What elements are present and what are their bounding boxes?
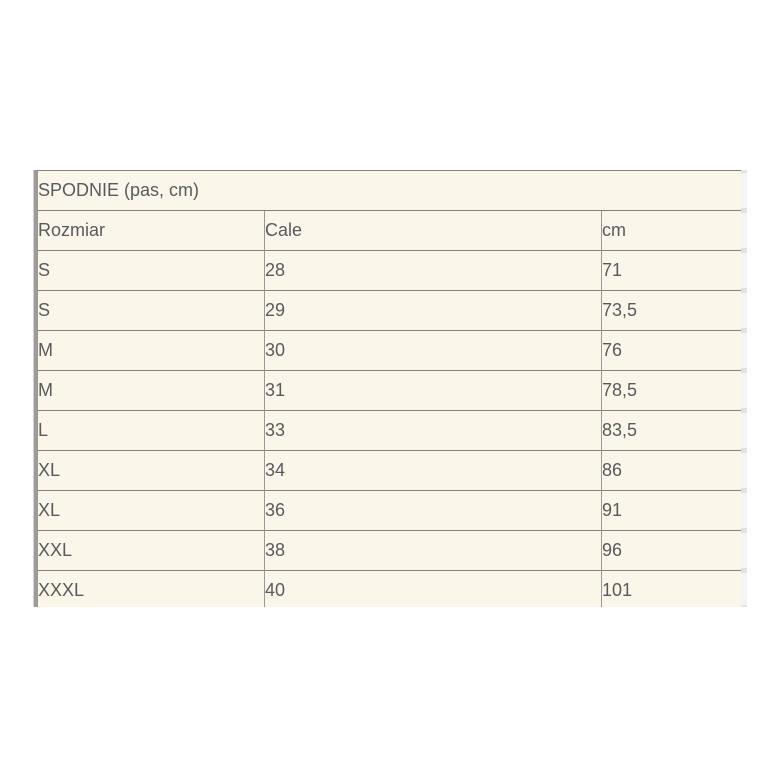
row-cell-cale: 34: [264, 450, 602, 491]
row-cell-rozmiar: M: [37, 370, 265, 411]
row-cell-rozmiar: S: [37, 250, 265, 291]
row-cell-cm: 76: [601, 330, 741, 371]
size-table-scroll-container[interactable]: SPODNIE (pas, cm) Rozmiar Cale cm S 28 71 S…: [33, 170, 747, 607]
row-cell-cm: 91: [601, 490, 741, 531]
row-cell-rozmiar: XXL: [37, 530, 265, 571]
size-table: SPODNIE (pas, cm) Rozmiar Cale cm S 28 71 S…: [37, 170, 741, 607]
table-title: SPODNIE (pas, cm): [37, 170, 741, 211]
row-cell-cale: 36: [264, 490, 602, 531]
row-cell-cm: 96: [601, 530, 741, 571]
table-row: M 31 78,5: [37, 370, 741, 411]
row-cell-rozmiar: L: [37, 410, 265, 451]
table-header-row: Rozmiar Cale cm: [37, 210, 741, 251]
row-cell-cm: 101: [601, 570, 741, 607]
row-cell-cale: 30: [264, 330, 602, 371]
row-cell-cm: 83,5: [601, 410, 741, 451]
row-cell-cm: 78,5: [601, 370, 741, 411]
row-cell-cale: 29: [264, 290, 602, 331]
row-cell-cale: 33: [264, 410, 602, 451]
row-cell-cale: 40: [264, 570, 602, 607]
row-cell-cale: 28: [264, 250, 602, 291]
table-row: L 33 83,5: [37, 410, 741, 451]
row-cell-rozmiar: S: [37, 290, 265, 331]
column-header-cm: cm: [601, 210, 741, 251]
row-cell-rozmiar: XXXL: [37, 570, 265, 607]
table-row: XXXL 40 101: [37, 570, 741, 607]
row-cell-rozmiar: XL: [37, 450, 265, 491]
table-row: XL 36 91: [37, 490, 741, 531]
table-title-row: SPODNIE (pas, cm): [37, 170, 741, 211]
scrollbar-gutter[interactable]: [740, 170, 747, 607]
column-header-cale: Cale: [264, 210, 602, 251]
row-cell-cm: 71: [601, 250, 741, 291]
column-header-rozmiar: Rozmiar: [37, 210, 265, 251]
vertical-scrollbar[interactable]: [33, 170, 37, 607]
row-cell-cm: 86: [601, 450, 741, 491]
table-row: M 30 76: [37, 330, 741, 371]
table-row: XXL 38 96: [37, 530, 741, 571]
table-row: XL 34 86: [37, 450, 741, 491]
row-cell-cale: 31: [264, 370, 602, 411]
table-row: S 29 73,5: [37, 290, 741, 331]
table-row: S 28 71: [37, 250, 741, 291]
row-cell-cm: 73,5: [601, 290, 741, 331]
row-cell-rozmiar: M: [37, 330, 265, 371]
row-cell-cale: 38: [264, 530, 602, 571]
row-cell-rozmiar: XL: [37, 490, 265, 531]
